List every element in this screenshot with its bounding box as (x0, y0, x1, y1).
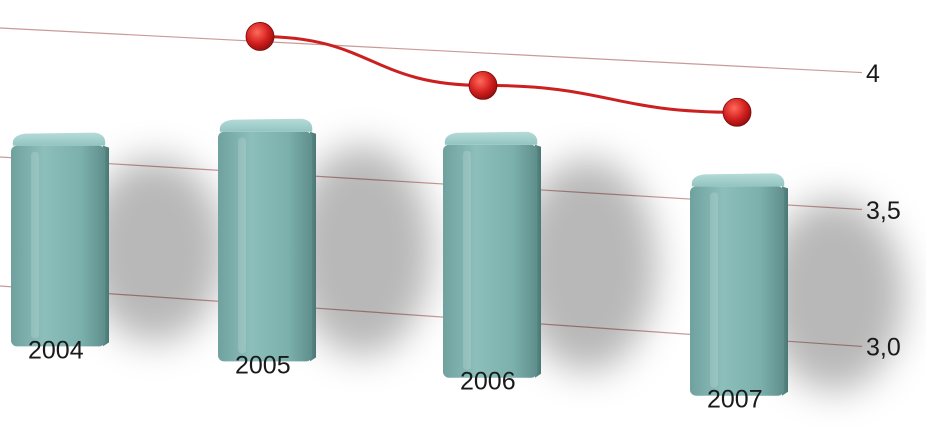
category-label: 2006 (460, 368, 516, 396)
bar-front (11, 145, 105, 347)
data-point (468, 70, 498, 100)
bar-top (691, 173, 785, 187)
bar-top (444, 131, 538, 145)
bar-top (12, 132, 106, 146)
bar-highlight (463, 150, 471, 370)
bar-highlight (710, 192, 718, 388)
bar-shadow (85, 157, 225, 343)
bar-highlight (238, 137, 246, 354)
series-line (259, 34, 738, 114)
bar (218, 118, 316, 362)
bar-shadow (292, 145, 432, 356)
bar (690, 173, 788, 396)
bar-front (218, 131, 312, 362)
y-tick-label: 3,0 (866, 334, 901, 362)
bar (443, 131, 541, 378)
bar-highlight (31, 151, 39, 339)
category-label: 2005 (235, 351, 291, 379)
bar-front (443, 144, 537, 378)
y-tick-label: 3,5 (866, 197, 901, 225)
data-point (722, 97, 752, 127)
gridline (0, 27, 863, 74)
labels: 3,0 3,5 4 2004 2005 2006 2007 (28, 60, 901, 414)
data-point (245, 22, 275, 51)
bar-shadow (764, 198, 904, 392)
category-label: 2004 (28, 336, 84, 364)
bar-shadows (85, 145, 904, 392)
category-label: 2007 (707, 386, 763, 414)
bar-front (690, 186, 784, 396)
bar (11, 132, 109, 347)
bar-top (219, 118, 313, 132)
y-tick-label: 4 (866, 60, 880, 88)
bars (11, 118, 788, 396)
line-series (245, 22, 752, 127)
bar-shadow (517, 158, 657, 372)
